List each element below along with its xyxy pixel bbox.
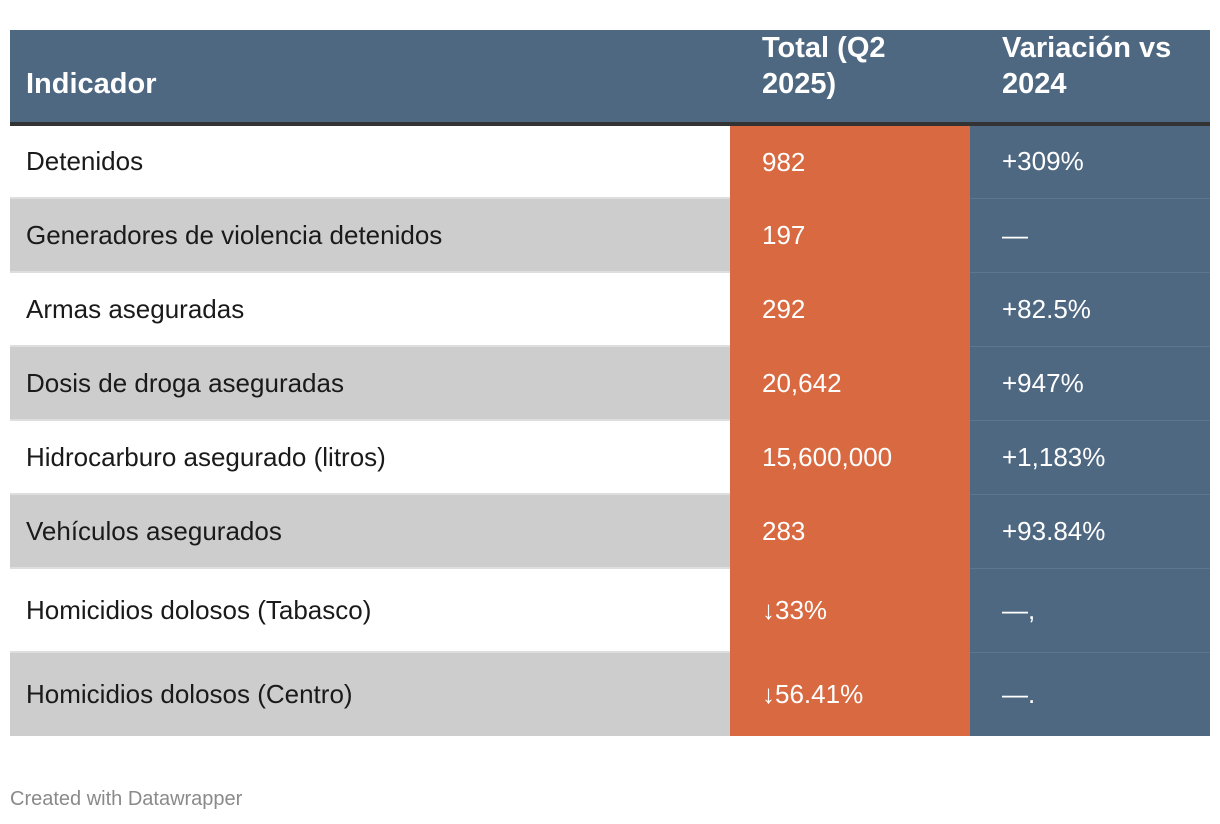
indicators-table: Indicador Total (Q2 2025) Variación vs 2…	[10, 30, 1210, 736]
cell-total: ↓56.41%	[730, 652, 970, 736]
cell-total: 197	[730, 198, 970, 272]
cell-total: 982	[730, 124, 970, 198]
table-row: Hidrocarburo asegurado (litros) 15,600,0…	[10, 420, 1210, 495]
column-header-variacion: Variación vs 2024	[970, 30, 1210, 126]
cell-indicador: Hidrocarburo asegurado (litros)	[10, 420, 730, 495]
table-row: Vehículos asegurados 283 +93.84%	[10, 494, 1210, 569]
table-header: Indicador Total (Q2 2025) Variación vs 2…	[10, 30, 1210, 126]
cell-indicador: Homicidios dolosos (Centro)	[10, 652, 730, 736]
column-header-indicador: Indicador	[10, 30, 730, 126]
table-row: Dosis de droga aseguradas 20,642 +947%	[10, 346, 1210, 421]
cell-variacion: +93.84%	[970, 494, 1210, 569]
table-row: Homicidios dolosos (Tabasco) ↓33% —,	[10, 568, 1210, 653]
table-row: Generadores de violencia detenidos 197 —	[10, 198, 1210, 273]
cell-indicador: Homicidios dolosos (Tabasco)	[10, 568, 730, 653]
table-row: Armas aseguradas 292 +82.5%	[10, 272, 1210, 347]
table-row: Detenidos 982 +309%	[10, 124, 1210, 199]
datawrapper-credit: Created with Datawrapper	[10, 788, 243, 810]
cell-indicador: Vehículos asegurados	[10, 494, 730, 569]
header-row: Indicador Total (Q2 2025) Variación vs 2…	[10, 30, 1210, 126]
cell-variacion: —,	[970, 568, 1210, 653]
cell-variacion: +82.5%	[970, 272, 1210, 347]
data-table-container: Indicador Total (Q2 2025) Variación vs 2…	[10, 30, 1210, 736]
cell-total: 283	[730, 494, 970, 568]
cell-total: ↓33%	[730, 568, 970, 652]
cell-variacion: —	[970, 198, 1210, 273]
column-header-total: Total (Q2 2025)	[730, 30, 970, 126]
cell-indicador: Armas aseguradas	[10, 272, 730, 347]
cell-variacion: —.	[970, 652, 1210, 736]
cell-total: 15,600,000	[730, 420, 970, 494]
cell-variacion: +947%	[970, 346, 1210, 421]
cell-indicador: Generadores de violencia detenidos	[10, 198, 730, 273]
cell-variacion: +309%	[970, 124, 1210, 199]
table-body: Detenidos 982 +309% Generadores de viole…	[10, 124, 1210, 736]
cell-total: 20,642	[730, 346, 970, 420]
cell-total: 292	[730, 272, 970, 346]
table-row: Homicidios dolosos (Centro) ↓56.41% —.	[10, 652, 1210, 736]
cell-indicador: Detenidos	[10, 124, 730, 199]
cell-indicador: Dosis de droga aseguradas	[10, 346, 730, 421]
cell-variacion: +1,183%	[970, 420, 1210, 495]
